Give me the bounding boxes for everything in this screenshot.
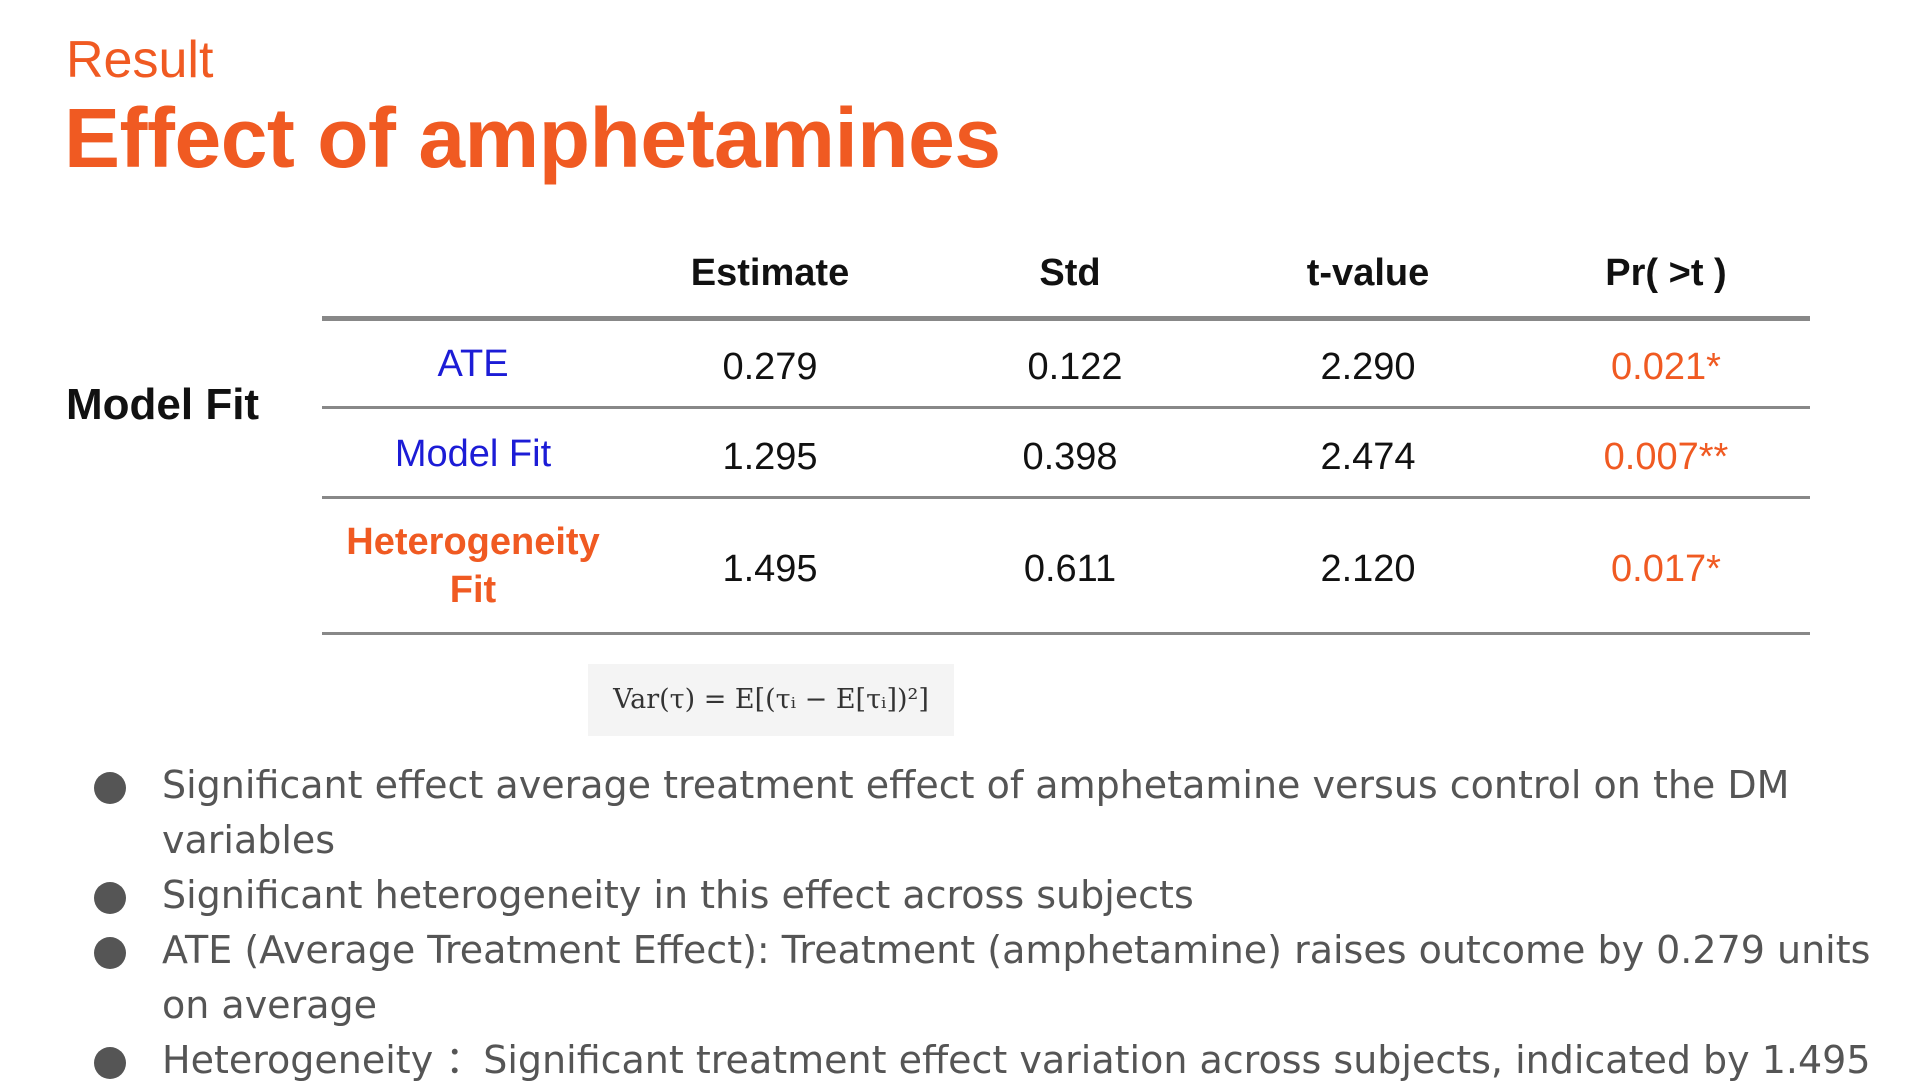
list-item-text: Heterogeneity ：Significant treatment eff…	[162, 1038, 1871, 1082]
cell-p-value: 0.007**	[1603, 436, 1729, 478]
row-divider	[322, 406, 1810, 409]
cell-t-value: 2.290	[1320, 346, 1416, 388]
list-item: ATE (Average Treatment Effect): Treatmen…	[90, 923, 1890, 1033]
cell-estimate: 1.295	[722, 436, 818, 478]
variance-formula: Var(τ) = E[(τᵢ − E[τᵢ])²]	[588, 664, 954, 736]
bullet-list: Significant effect average treatment eff…	[90, 758, 1890, 1088]
table-header-divider	[322, 316, 1810, 321]
cell-t-value: 2.120	[1320, 548, 1416, 590]
cell-std: 0.611	[1023, 548, 1117, 590]
row-divider	[322, 496, 1810, 499]
row-label-heterogeneity-fit: Heterogeneity Fit	[323, 518, 623, 614]
row-label-line: Fit	[449, 569, 497, 611]
list-item: Significant effect average treatment eff…	[90, 758, 1890, 868]
list-item: Heterogeneity ：Significant treatment eff…	[90, 1033, 1890, 1088]
table-bottom-divider	[322, 632, 1810, 635]
list-item-text: Significant heterogeneity in this effect…	[162, 873, 1194, 917]
list-item-text: ATE (Average Treatment Effect): Treatmen…	[162, 928, 1871, 1027]
list-item: Significant heterogeneity in this effect…	[90, 868, 1890, 923]
bullet-dot-icon	[94, 882, 126, 914]
slide-title: Effect of amphetamines	[64, 91, 1001, 185]
row-label-model-fit: Model Fit	[394, 433, 552, 475]
slide-subtitle: Result	[66, 31, 214, 89]
cell-estimate: 0.279	[722, 346, 818, 388]
cell-std: 0.398	[1022, 436, 1118, 478]
column-header-t-value: t-value	[1306, 252, 1430, 294]
column-header-estimate: Estimate	[690, 252, 850, 294]
column-header-std: Std	[1039, 252, 1101, 294]
cell-p-value: 0.017*	[1611, 548, 1721, 590]
cell-t-value: 2.474	[1320, 436, 1416, 478]
list-item-text: Significant effect average treatment eff…	[162, 763, 1790, 862]
cell-std: 0.122	[1027, 346, 1123, 388]
row-label-line: Heterogeneity	[346, 521, 600, 563]
row-label-ate: ATE	[437, 343, 509, 385]
column-header-p-value: Pr( >t )	[1605, 252, 1727, 294]
bullet-dot-icon	[94, 937, 126, 969]
bullet-dot-icon	[94, 772, 126, 804]
cell-p-value: 0.021*	[1611, 346, 1721, 388]
model-fit-side-label: Model Fit	[66, 380, 260, 429]
cell-estimate: 1.495	[722, 548, 818, 590]
